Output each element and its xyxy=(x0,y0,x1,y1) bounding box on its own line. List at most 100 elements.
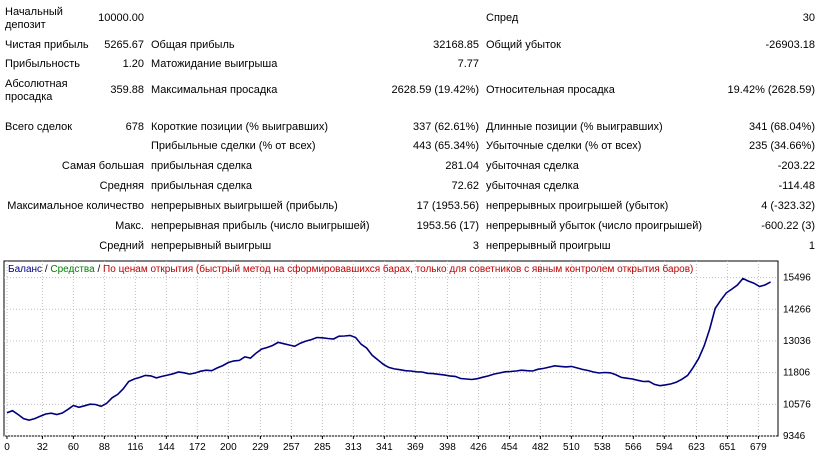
initial-deposit-label: Начальный депозит xyxy=(5,6,63,31)
x-tick-label: 0 xyxy=(4,442,10,453)
x-tick-label: 341 xyxy=(376,442,393,453)
profitability-label: Прибыльность xyxy=(5,58,80,70)
y-axis-ticks: 9346 10576 11806 13036 14266 15496 xyxy=(783,273,811,442)
x-tick-label: 538 xyxy=(594,442,611,453)
x-tick-label: 566 xyxy=(625,442,642,453)
x-tick-label: 32 xyxy=(37,442,49,453)
abs-drawdown-value: 359.88 xyxy=(110,84,144,96)
chart-grid xyxy=(4,261,778,437)
x-tick-label: 594 xyxy=(656,442,673,453)
profit-trades-value: 443 (65.34%) xyxy=(412,140,479,152)
x-tick-label: 88 xyxy=(99,442,111,453)
max-consec-wins-label: непрерывных выигрышей (прибыль) xyxy=(151,200,338,212)
short-positions-value: 337 (62.61%) xyxy=(412,121,479,133)
x-tick-label: 172 xyxy=(189,442,206,453)
balance-chart: 9346 10576 11806 13036 14266 15496 0 32 60 88 116… xyxy=(0,260,838,463)
avg-consec-wins-label: непрерывный выигрыш xyxy=(151,240,272,252)
avg-consec-losses-label: непрерывный проигрыш xyxy=(486,240,611,252)
x-tick-label: 313 xyxy=(345,442,362,453)
max-count-label: Максимальное количество xyxy=(7,200,144,212)
y-tick-label: 11806 xyxy=(783,368,811,379)
long-positions-value: 341 (68.04%) xyxy=(748,121,815,133)
initial-deposit-value: 10000.00 xyxy=(98,12,144,24)
short-positions-label: Короткие позиции (% выигравших) xyxy=(151,121,329,133)
x-axis-ticks: 0 32 60 88 116 144 172 200 229 257 285 313 341 369 398… xyxy=(4,436,767,453)
avg-consec-losses-value: 1 xyxy=(808,240,815,252)
y-tick-label: 15496 xyxy=(783,273,811,284)
balance-chart-svg: 9346 10576 11806 13036 14266 15496 0 32 60 88 116… xyxy=(3,260,811,453)
x-tick-label: 398 xyxy=(439,442,456,453)
net-profit-value: 5265.67 xyxy=(104,39,144,51)
expected-payoff-value: 7.77 xyxy=(457,58,479,70)
x-tick-label: 679 xyxy=(750,442,767,453)
profit-trades-label: Прибыльные сделки (% от всех) xyxy=(151,140,316,152)
x-tick-label: 285 xyxy=(314,442,331,453)
x-tick-label: 482 xyxy=(532,442,549,453)
gross-loss-value: -26903.18 xyxy=(765,39,815,51)
x-tick-label: 116 xyxy=(127,442,143,453)
avg-consec-wins-value: 3 xyxy=(472,240,479,252)
average-loss-label: убыточная сделка xyxy=(486,180,579,192)
largest-profit-label: прибыльная сделка xyxy=(151,160,253,172)
balance-line xyxy=(6,277,771,422)
x-tick-label: 651 xyxy=(719,442,736,453)
max-consec-losses-label: непрерывных проигрышей (убыток) xyxy=(486,200,669,212)
average-label: Средняя xyxy=(99,180,144,192)
x-tick-label: 426 xyxy=(470,442,487,453)
x-tick-label: 454 xyxy=(501,442,518,453)
total-trades-label: Всего сделок xyxy=(5,121,73,133)
spread-label: Спред xyxy=(486,12,519,24)
expected-payoff-label: Матожидание выигрыша xyxy=(151,58,278,70)
max-consec-loss-label: непрерывный убыток (число проигрышей) xyxy=(486,220,703,232)
max-drawdown-value: 2628.59 (19.42%) xyxy=(391,84,479,96)
average-profit-label: прибыльная сделка xyxy=(151,180,253,192)
y-tick-label: 14266 xyxy=(783,304,811,315)
gross-loss-label: Общий убыток xyxy=(486,39,561,51)
spread-value: 30 xyxy=(802,12,815,24)
max-consec-loss-value: -600.22 (3) xyxy=(761,220,815,232)
stats-table: Начальный депозит 10000.00 Спред 30 Чист… xyxy=(5,6,816,252)
largest-loss-value: -203.22 xyxy=(777,160,815,172)
largest-profit-value: 281.04 xyxy=(445,160,479,172)
y-tick-label: 9346 xyxy=(783,431,806,442)
largest-loss-label: убыточная сделка xyxy=(486,160,579,172)
max-consec-profit-label: непрерывная прибыль (число выигрышей) xyxy=(151,220,370,232)
rel-drawdown-label: Относительная просадка xyxy=(486,84,615,96)
legend-separator: / xyxy=(42,264,51,275)
legend-model-note: По ценам открытия (быстрый метод на сфор… xyxy=(103,264,694,275)
x-tick-label: 60 xyxy=(68,442,80,453)
max-consec-profit-value: 1953.56 (17) xyxy=(416,220,479,232)
y-tick-label: 13036 xyxy=(783,336,811,347)
chart-frame xyxy=(3,260,779,437)
total-trades-value: 678 xyxy=(125,121,144,133)
gross-profit-value: 32168.85 xyxy=(433,39,479,51)
x-tick-label: 200 xyxy=(220,442,237,453)
abs-drawdown-label: Абсолютная просадка xyxy=(5,78,68,103)
x-tick-label: 369 xyxy=(407,442,424,453)
loss-trades-label: Убыточные сделки (% от всех) xyxy=(486,140,642,152)
x-tick-label: 229 xyxy=(252,442,269,453)
legend-equity: Средства xyxy=(50,264,95,275)
profitability-value: 1.20 xyxy=(122,58,144,70)
chart-legend: Баланс / Средства / По ценам открытия (б… xyxy=(8,264,693,275)
max-consec-losses-value: 4 (-323.32) xyxy=(761,200,815,212)
max-label: Макс. xyxy=(115,220,144,232)
x-tick-label: 144 xyxy=(158,442,175,453)
average-loss-value: -114.48 xyxy=(778,180,816,192)
net-profit-label: Чистая прибыль xyxy=(5,39,89,51)
x-tick-label: 510 xyxy=(563,442,580,453)
avg-label: Средний xyxy=(99,240,144,252)
y-tick-label: 10576 xyxy=(783,399,811,410)
loss-trades-value: 235 (34.66%) xyxy=(748,140,815,152)
long-positions-label: Длинные позиции (% выигравших) xyxy=(486,121,663,133)
largest-label: Самая большая xyxy=(61,160,144,172)
x-tick-label: 257 xyxy=(283,442,300,453)
x-tick-label: 623 xyxy=(688,442,705,453)
rel-drawdown-value: 19.42% (2628.59) xyxy=(727,84,815,96)
average-profit-value: 72.62 xyxy=(451,180,479,192)
max-drawdown-label: Максимальная просадка xyxy=(151,84,278,96)
legend-separator: / xyxy=(94,264,104,275)
legend-balance: Баланс xyxy=(8,264,43,275)
gross-profit-label: Общая прибыль xyxy=(151,39,235,51)
max-consec-wins-value: 17 (1953.56) xyxy=(416,200,479,212)
